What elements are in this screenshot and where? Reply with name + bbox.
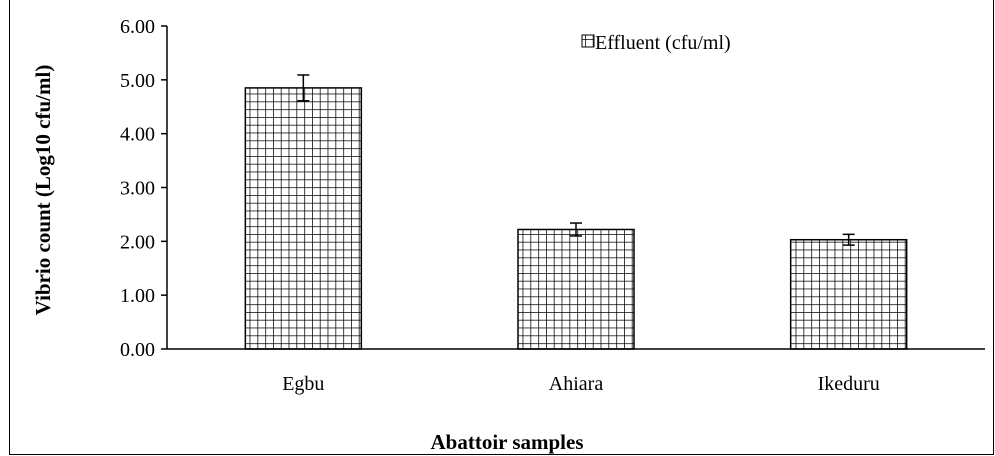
chart-frame xyxy=(9,0,994,455)
x-axis-title: Abattoir samples xyxy=(430,430,583,454)
y-tick-label: 4.00 xyxy=(120,124,155,146)
error-bar-egbu xyxy=(297,74,310,102)
y-tick-label: 3.00 xyxy=(120,178,155,200)
y-tick-label: 2.00 xyxy=(120,231,155,253)
x-tick-label: Egbu xyxy=(282,373,324,395)
x-tick-label: Ahiara xyxy=(549,373,604,395)
bars xyxy=(244,74,908,350)
legend-label: Effluent (cfu/ml) xyxy=(595,32,731,54)
y-axis-title: Vibrio count (Log10 cfu/ml) xyxy=(31,65,55,316)
y-tick-label: 1.00 xyxy=(120,285,155,307)
y-axis: 0.00 1.00 2.00 3.00 4.00 5.00 6.00 xyxy=(120,16,168,361)
error-bar-ahiara xyxy=(570,222,582,237)
x-tick-label: Ikeduru xyxy=(818,373,880,395)
y-tick-label: 0.00 xyxy=(120,339,155,361)
x-axis: Egbu Ahiara Ikeduru xyxy=(167,348,985,395)
y-tick-label: 6.00 xyxy=(120,16,155,38)
bar-egbu xyxy=(244,87,363,350)
y-tick-label: 5.00 xyxy=(120,70,155,92)
bar-ikeduru xyxy=(789,238,908,350)
legend: Effluent (cfu/ml) xyxy=(581,32,731,54)
bar-ahiara xyxy=(517,228,635,350)
legend-swatch xyxy=(581,34,595,48)
error-bar-ikeduru xyxy=(842,233,855,246)
